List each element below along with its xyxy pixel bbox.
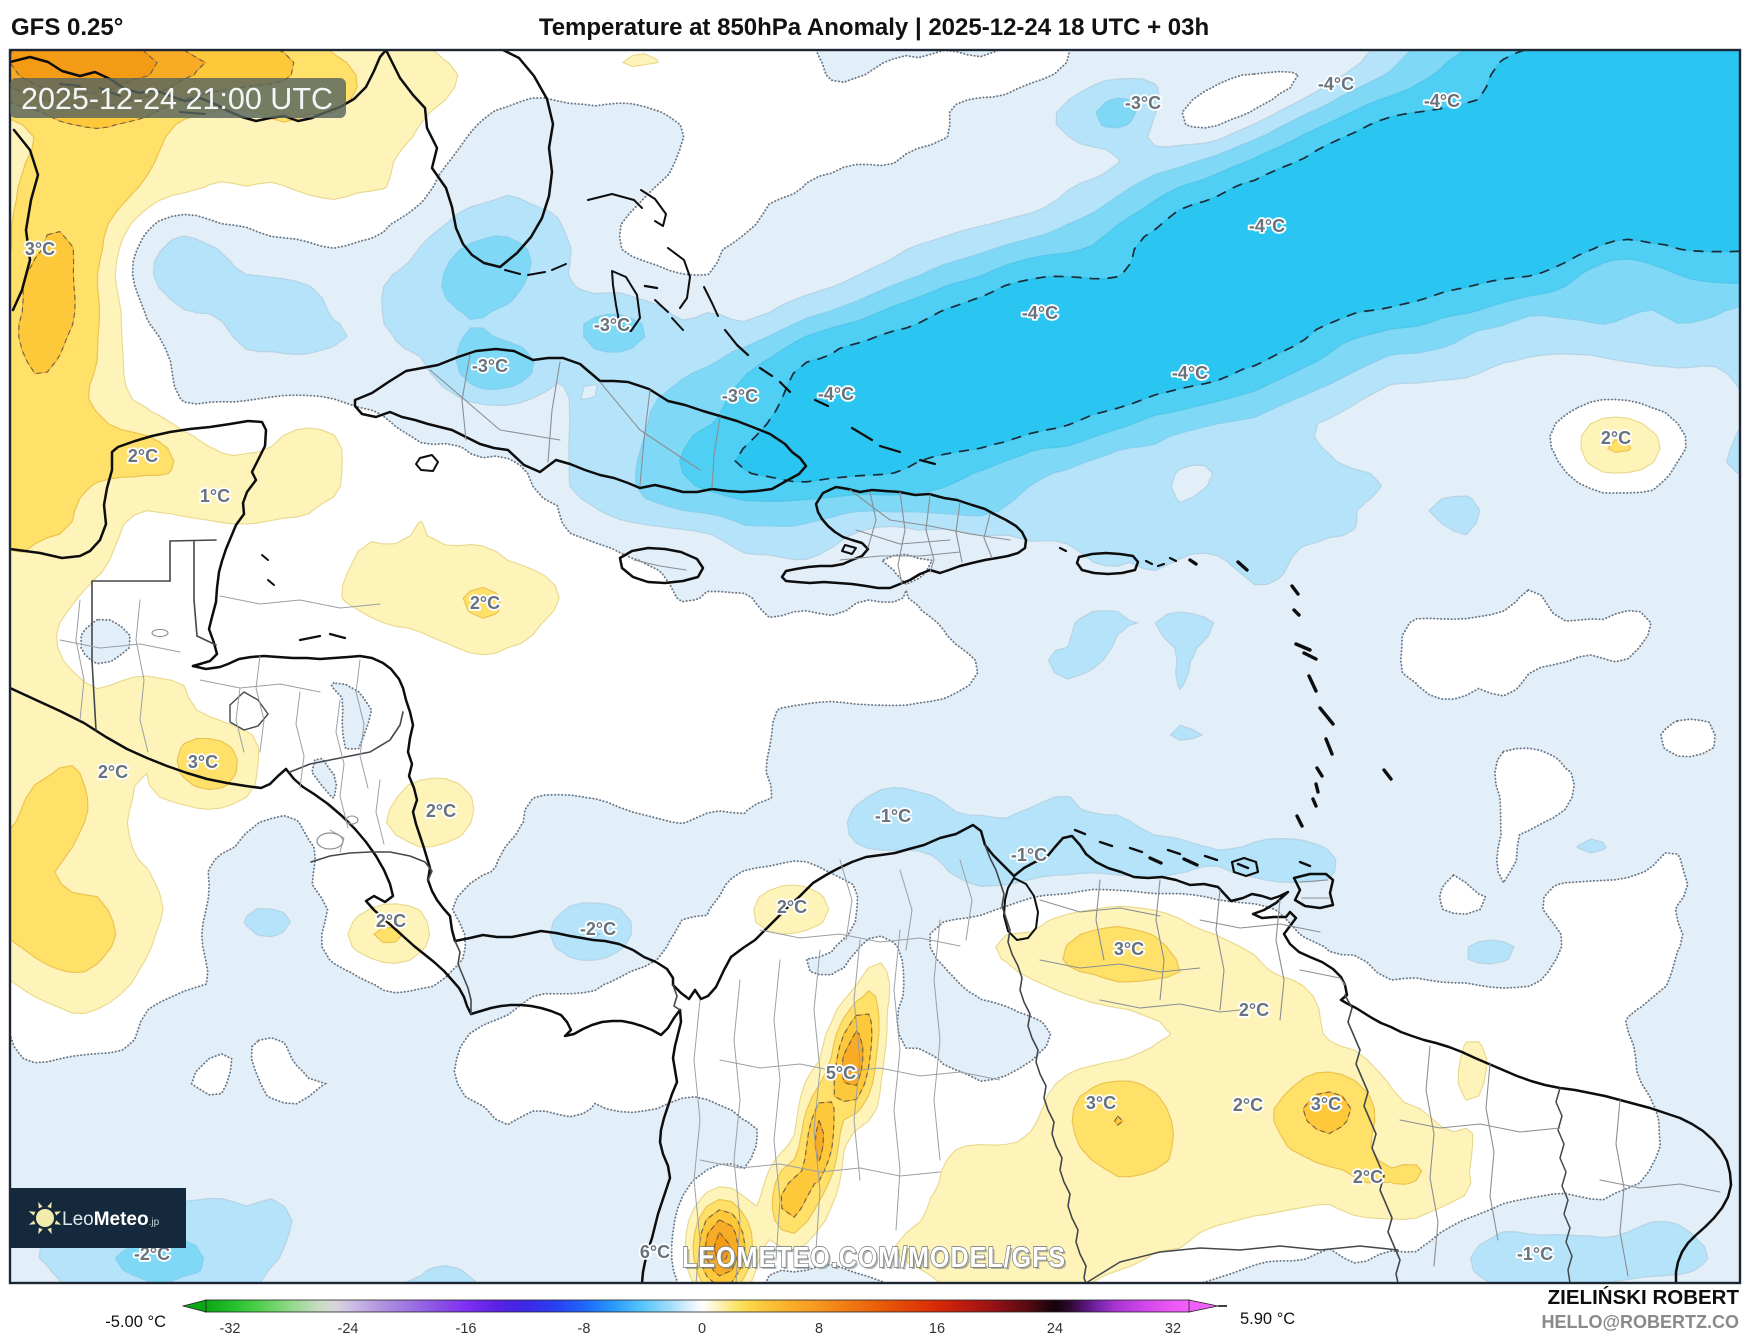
svg-text:-4°C: -4°C: [1172, 363, 1208, 383]
svg-text:-1°C: -1°C: [1517, 1244, 1553, 1264]
svg-text:2°C: 2°C: [1353, 1167, 1383, 1187]
svg-text:2°C: 2°C: [98, 762, 128, 782]
svg-text:-4°C: -4°C: [1249, 216, 1285, 236]
svg-text:1°C: 1°C: [200, 486, 230, 506]
svg-text:HELLO@ROBERTZ.CO: HELLO@ROBERTZ.CO: [1541, 1312, 1739, 1332]
svg-text:-24: -24: [338, 1321, 359, 1337]
svg-text:-4°C: -4°C: [818, 384, 854, 404]
svg-text:-5.00 °C: -5.00 °C: [105, 1313, 166, 1331]
svg-text:-4°C: -4°C: [1318, 74, 1354, 94]
svg-text:ZIELIŃSKI ROBERT: ZIELIŃSKI ROBERT: [1548, 1286, 1740, 1309]
svg-text:2°C: 2°C: [1239, 1000, 1269, 1020]
svg-text:0: 0: [698, 1321, 706, 1337]
svg-text:Temperature at 850hPa Anomaly: Temperature at 850hPa Anomaly | 2025-12-…: [539, 14, 1209, 41]
svg-text:3°C: 3°C: [25, 239, 55, 259]
svg-text:-3°C: -3°C: [1125, 93, 1161, 113]
svg-text:32: 32: [1165, 1321, 1181, 1337]
svg-text:6°C: 6°C: [640, 1242, 670, 1262]
svg-text:2°C: 2°C: [1233, 1095, 1263, 1115]
svg-text:-2°C: -2°C: [580, 919, 616, 939]
svg-text:3°C: 3°C: [1311, 1094, 1341, 1114]
svg-text:5.90 °C: 5.90 °C: [1240, 1310, 1295, 1328]
svg-text:2°C: 2°C: [470, 593, 500, 613]
svg-text:-3°C: -3°C: [722, 386, 758, 406]
svg-text:3°C: 3°C: [1086, 1093, 1116, 1113]
svg-text:LeoMeteo.jp: LeoMeteo.jp: [62, 1209, 160, 1230]
svg-text:-1°C: -1°C: [875, 806, 911, 826]
svg-text:5°C: 5°C: [826, 1063, 856, 1083]
svg-text:LEOMETEO.COM/MODEL/GFS: LEOMETEO.COM/MODEL/GFS: [682, 1242, 1066, 1274]
svg-text:-16: -16: [456, 1321, 477, 1337]
svg-text:-4°C: -4°C: [1022, 303, 1058, 323]
svg-text:-4°C: -4°C: [1424, 91, 1460, 111]
svg-text:2°C: 2°C: [1601, 428, 1631, 448]
svg-text:LEOMETEO.COM/MODEL/GFS: LEOMETEO.COM/MODEL/GFS: [684, 1244, 1068, 1276]
svg-text:-2°C: -2°C: [134, 1244, 170, 1264]
svg-text:-3°C: -3°C: [472, 356, 508, 376]
svg-text:24: 24: [1047, 1321, 1063, 1337]
svg-text:-32: -32: [220, 1321, 241, 1337]
svg-text:8: 8: [815, 1321, 823, 1337]
svg-text:3°C: 3°C: [1114, 939, 1144, 959]
svg-text:2°C: 2°C: [426, 801, 456, 821]
svg-text:3°C: 3°C: [188, 752, 218, 772]
svg-text:2025-12-24 21:00 UTC: 2025-12-24 21:00 UTC: [21, 81, 333, 116]
svg-text:2°C: 2°C: [376, 911, 406, 931]
svg-text:-3°C: -3°C: [594, 315, 630, 335]
svg-text:2°C: 2°C: [128, 446, 158, 466]
svg-text:2°C: 2°C: [777, 897, 807, 917]
svg-text:16: 16: [929, 1321, 945, 1337]
svg-text:GFS 0.25°: GFS 0.25°: [11, 14, 123, 41]
svg-text:-8: -8: [578, 1321, 591, 1337]
svg-text:-1°C: -1°C: [1011, 845, 1047, 865]
